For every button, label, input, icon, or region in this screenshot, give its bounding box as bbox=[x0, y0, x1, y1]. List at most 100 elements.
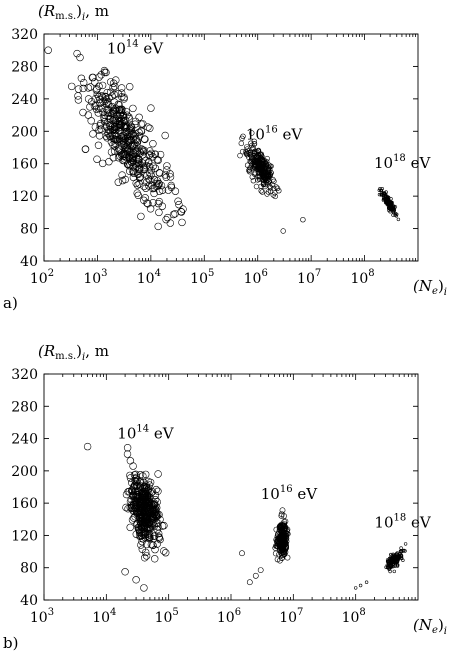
data-point bbox=[137, 120, 145, 128]
data-point bbox=[130, 471, 139, 479]
data-point bbox=[144, 123, 152, 131]
data-point bbox=[137, 212, 145, 221]
series-18-ev bbox=[354, 542, 408, 590]
data-point bbox=[265, 172, 271, 178]
data-point bbox=[154, 522, 162, 531]
data-point bbox=[135, 499, 143, 507]
data-point bbox=[95, 82, 103, 91]
data-point bbox=[91, 123, 100, 131]
data-point bbox=[354, 586, 358, 590]
data-point bbox=[364, 580, 369, 584]
data-point bbox=[144, 486, 152, 494]
panel-label: a) bbox=[3, 294, 18, 312]
data-point bbox=[132, 473, 141, 482]
data-point bbox=[255, 160, 262, 166]
data-point bbox=[127, 127, 135, 136]
data-point bbox=[145, 523, 154, 531]
data-point bbox=[152, 485, 160, 494]
data-point bbox=[84, 95, 93, 103]
data-point bbox=[385, 558, 390, 562]
data-point bbox=[167, 181, 175, 190]
data-point bbox=[115, 114, 123, 123]
data-point bbox=[155, 208, 163, 217]
data-point bbox=[135, 528, 144, 537]
data-point bbox=[134, 156, 143, 164]
data-point bbox=[263, 179, 270, 186]
data-point bbox=[127, 495, 135, 503]
data-point bbox=[146, 147, 154, 155]
data-point bbox=[251, 138, 258, 145]
data-point bbox=[74, 92, 82, 100]
data-point bbox=[154, 181, 162, 190]
data-point bbox=[139, 120, 147, 128]
data-point bbox=[156, 150, 165, 159]
data-point bbox=[100, 66, 109, 75]
data-point bbox=[393, 558, 397, 563]
data-point bbox=[145, 158, 153, 166]
data-point bbox=[147, 104, 155, 112]
data-point bbox=[111, 139, 119, 148]
data-point bbox=[84, 111, 93, 119]
data-point bbox=[131, 120, 139, 128]
data-point bbox=[101, 111, 109, 119]
data-point bbox=[391, 205, 395, 210]
data-point bbox=[90, 78, 99, 86]
x-tick-label: 103 bbox=[83, 268, 107, 287]
data-point bbox=[153, 540, 161, 548]
data-point bbox=[120, 152, 129, 160]
data-point bbox=[106, 115, 114, 123]
data-point bbox=[155, 169, 164, 177]
data-point bbox=[139, 492, 148, 500]
data-point bbox=[84, 84, 93, 92]
data-point bbox=[129, 130, 137, 138]
series-16-ev bbox=[239, 507, 291, 586]
data-point bbox=[258, 166, 264, 172]
data-point bbox=[259, 166, 265, 173]
data-point bbox=[391, 213, 395, 217]
data-point bbox=[138, 545, 147, 553]
data-point bbox=[109, 107, 118, 116]
data-point bbox=[93, 85, 101, 93]
data-point bbox=[391, 564, 395, 569]
data-point bbox=[149, 541, 157, 549]
data-point bbox=[122, 503, 130, 512]
data-point bbox=[387, 567, 391, 571]
data-point bbox=[121, 568, 129, 576]
data-point bbox=[140, 584, 148, 592]
data-point bbox=[92, 86, 101, 94]
data-point bbox=[135, 174, 144, 182]
data-point bbox=[267, 183, 273, 190]
data-point bbox=[257, 156, 263, 162]
data-point bbox=[142, 502, 151, 511]
data-point bbox=[277, 537, 284, 544]
data-point bbox=[147, 149, 156, 158]
data-point bbox=[79, 78, 88, 87]
data-point bbox=[142, 552, 151, 560]
data-point bbox=[140, 182, 148, 191]
data-point bbox=[117, 108, 126, 117]
data-point bbox=[149, 199, 157, 207]
data-point bbox=[132, 576, 140, 584]
y-tick-label: 120 bbox=[11, 528, 38, 544]
data-point bbox=[138, 494, 147, 502]
data-point bbox=[141, 194, 149, 202]
data-point bbox=[387, 561, 391, 565]
data-point bbox=[251, 148, 258, 155]
data-point bbox=[146, 176, 154, 185]
data-point bbox=[281, 538, 287, 544]
data-point bbox=[123, 450, 132, 458]
data-point bbox=[249, 174, 256, 180]
data-point bbox=[386, 564, 390, 569]
data-point bbox=[280, 228, 286, 234]
data-point bbox=[248, 159, 254, 165]
data-point bbox=[116, 152, 124, 160]
data-point bbox=[127, 122, 135, 131]
data-point bbox=[140, 530, 148, 538]
data-point bbox=[143, 171, 151, 180]
data-point bbox=[250, 178, 257, 184]
y-tick-label: 40 bbox=[20, 593, 38, 609]
data-point bbox=[114, 178, 123, 186]
data-point bbox=[265, 189, 272, 195]
data-point bbox=[143, 540, 151, 549]
data-point bbox=[149, 162, 157, 170]
